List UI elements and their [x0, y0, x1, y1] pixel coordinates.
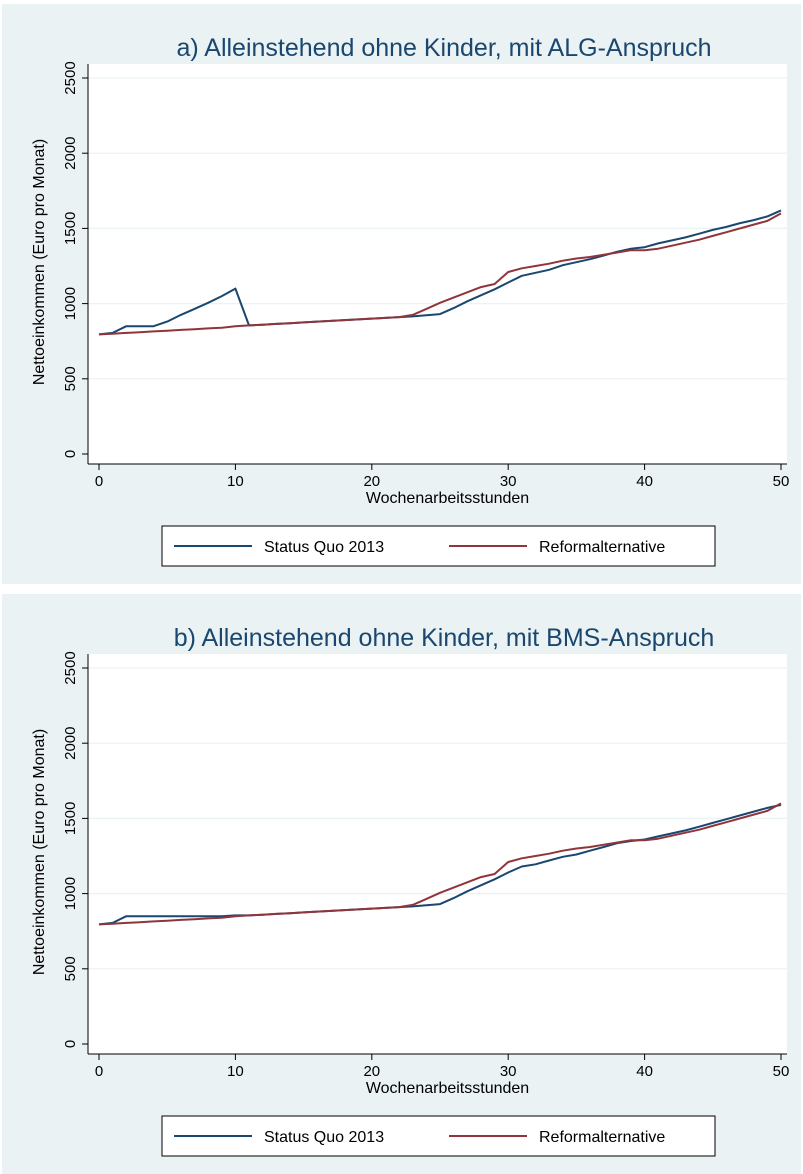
x-tick-label: 50 [773, 473, 790, 490]
y-tick-label: 1500 [62, 802, 79, 835]
chart-b-svg: b) Alleinstehend ohne Kinder, mit BMS-An… [31, 624, 790, 1157]
x-tick-label: 10 [227, 1063, 244, 1080]
y-tick-label: 500 [62, 366, 79, 391]
series-line-reform [98, 802, 782, 926]
y-axis-title: Nettoeinkommen (Euro pro Monat) [31, 729, 48, 975]
series-line-status-quo [98, 209, 782, 336]
x-tick-label: 0 [95, 1063, 103, 1080]
plot-area [88, 654, 787, 1054]
y-tick-label: 2000 [62, 137, 79, 170]
x-tick-label: 20 [363, 1063, 380, 1080]
y-tick-label: 1000 [62, 287, 79, 320]
legend-label: Reformalternative [539, 539, 665, 556]
chart-a-svg: a) Alleinstehend ohne Kinder, mit ALG-An… [31, 34, 790, 567]
y-tick-label: 2000 [62, 727, 79, 760]
legend-box [161, 525, 716, 567]
legend-label: Status Quo 2013 [264, 1129, 384, 1146]
y-tick-label: 1500 [62, 212, 79, 245]
x-tick-label: 40 [636, 1063, 653, 1080]
series-line-reform [98, 212, 782, 336]
chart-panel-b: b) Alleinstehend ohne Kinder, mit BMS-An… [2, 594, 801, 1174]
y-tick-label: 0 [62, 1040, 79, 1048]
y-tick-label: 0 [62, 450, 79, 458]
y-tick-label: 500 [62, 956, 79, 981]
x-tick-label: 0 [95, 473, 103, 490]
x-tick-label: 30 [500, 473, 517, 490]
x-tick-label: 20 [363, 473, 380, 490]
x-tick-label: 50 [773, 1063, 790, 1080]
y-axis-title: Nettoeinkommen (Euro pro Monat) [31, 139, 48, 385]
plot-area [88, 64, 787, 464]
x-axis-title: Wochenarbeitsstunden [366, 490, 529, 507]
x-tick-label: 30 [500, 1063, 517, 1080]
legend-box [161, 1115, 716, 1157]
chart-panel-a: a) Alleinstehend ohne Kinder, mit ALG-An… [2, 4, 801, 584]
legend-label: Reformalternative [539, 1129, 665, 1146]
x-tick-label: 10 [227, 473, 244, 490]
x-tick-label: 40 [636, 473, 653, 490]
series-line-status-quo [98, 803, 782, 926]
legend-label: Status Quo 2013 [264, 539, 384, 556]
y-tick-label: 2500 [62, 61, 79, 94]
chart-title: b) Alleinstehend ohne Kinder, mit BMS-An… [174, 624, 715, 652]
y-tick-label: 2500 [62, 651, 79, 684]
x-axis-title: Wochenarbeitsstunden [366, 1080, 529, 1097]
chart-title: a) Alleinstehend ohne Kinder, mit ALG-An… [176, 34, 711, 62]
y-tick-label: 1000 [62, 877, 79, 910]
